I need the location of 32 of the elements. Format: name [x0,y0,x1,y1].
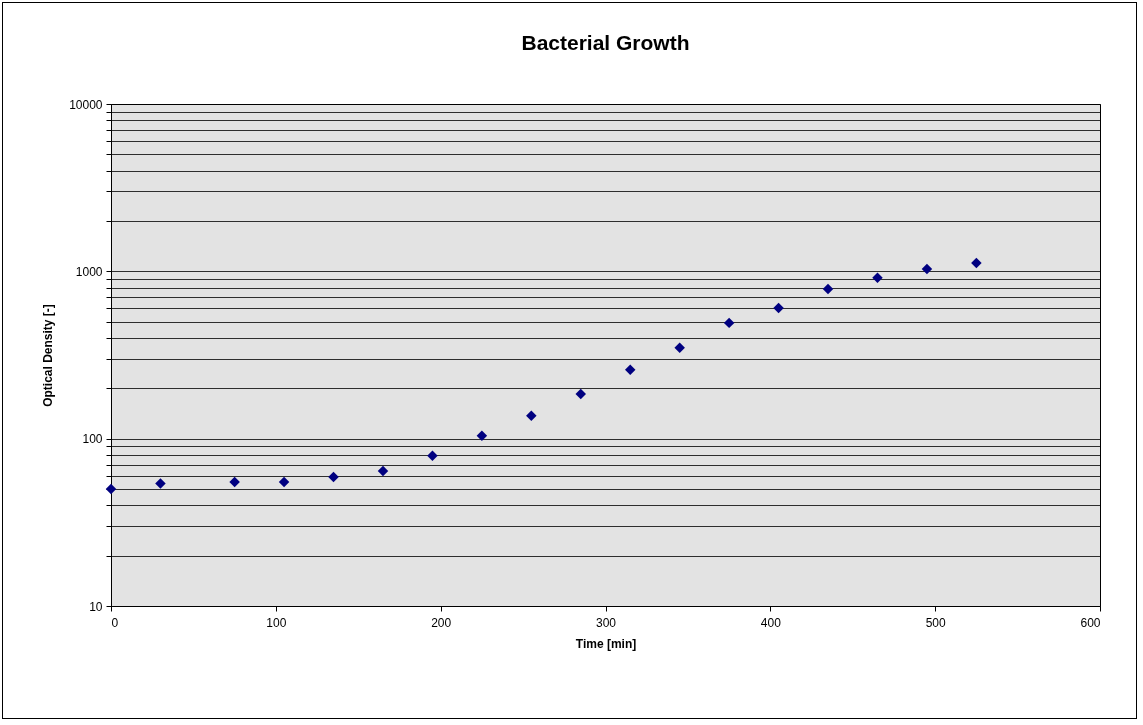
x-tick-label: 100 [266,615,287,630]
point [921,263,933,275]
point [105,483,117,495]
point [278,476,290,488]
point [575,388,587,400]
point [624,364,636,376]
x-tick-label: 500 [925,615,946,630]
x-axis-title: Time [min] [575,636,637,651]
point [427,450,438,462]
x-tick-label: 600 [1080,615,1101,630]
x-tick-label: 300 [595,615,617,630]
y-tick-label: 100 [82,432,103,447]
point [229,476,240,488]
point [723,317,735,329]
y-tick-label: 10000 [69,97,103,112]
point [822,283,834,295]
chart-title: Bacterial Growth [521,31,690,54]
y-tick-label: 10 [89,599,103,614]
point [526,410,537,422]
point [377,465,389,477]
point [328,471,339,483]
x-tick-label: 200 [431,615,452,630]
y-tick-label: 1000 [75,264,103,279]
x-tick-label: 400 [760,615,782,630]
point [773,302,784,314]
x-tick-label: 0 [111,615,119,630]
point [476,430,488,442]
point [872,272,883,284]
point [674,342,685,354]
y-axis-title: Optical Density [-] [41,304,56,407]
point [155,478,166,489]
point [971,257,982,269]
